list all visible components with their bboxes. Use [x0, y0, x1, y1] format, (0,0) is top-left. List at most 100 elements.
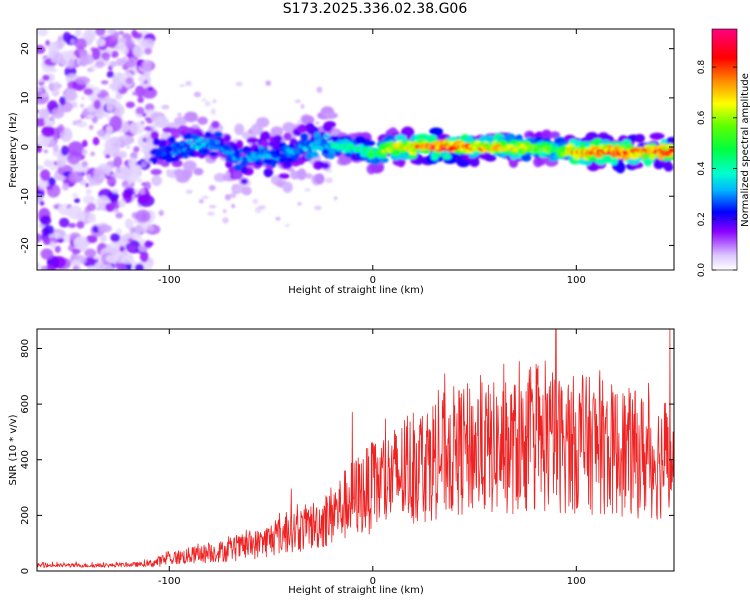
- ridge-blob: [228, 148, 234, 152]
- snr-x-label: Height of straight line (km): [288, 585, 424, 596]
- colorbar: 0.0 0.2 0.4 0.6 0.8 Normalized spectral ampl…: [697, 28, 750, 277]
- ridge-blob: [310, 153, 320, 158]
- ridge-blob: [270, 126, 284, 137]
- ridge-blob: [323, 111, 338, 120]
- noise-speckle: [88, 124, 94, 130]
- noise-speckle: [37, 165, 44, 170]
- x-tick-label: 100: [567, 275, 586, 286]
- noise-speckle: [43, 159, 52, 167]
- noise-speckle: [132, 32, 143, 39]
- noise-speckle: [83, 88, 94, 96]
- faint-speckle: [204, 101, 211, 107]
- ridge-blob: [183, 143, 190, 147]
- noise-speckle: [127, 177, 133, 185]
- noise-speckle: [56, 158, 67, 168]
- noise-speckle: [71, 193, 79, 198]
- ridge-blob: [197, 116, 208, 125]
- ridge-blob: [151, 157, 158, 165]
- noise-speckle: [52, 81, 61, 90]
- faint-speckle: [179, 84, 186, 88]
- ridge-blob: [246, 136, 259, 144]
- ridge-blob: [240, 167, 248, 174]
- snr-plot-area: [37, 329, 674, 571]
- ridge-blob: [198, 137, 205, 141]
- ridge-blob: [256, 117, 270, 128]
- colorbar-tick-label: 0.2: [697, 212, 707, 226]
- faint-speckle: [158, 209, 164, 217]
- noise-speckle: [63, 89, 77, 102]
- noise-speckle: [131, 231, 142, 240]
- noise-speckle: [40, 248, 54, 260]
- spectrogram-y-label: Frequency (Hz): [8, 112, 19, 188]
- noise-speckle: [104, 138, 122, 154]
- ridge-blob: [296, 168, 307, 181]
- faint-speckle: [316, 86, 323, 93]
- noise-speckle: [91, 47, 101, 61]
- snr-x-ticks: -100 0 100: [158, 329, 586, 587]
- ridge-blob: [211, 120, 220, 129]
- noise-speckle: [136, 178, 143, 183]
- noise-speckle: [120, 46, 129, 55]
- ridge-blob: [174, 116, 188, 126]
- y-tick-label: 800: [20, 339, 31, 358]
- noise-speckle: [108, 82, 123, 91]
- noise-speckle: [82, 195, 96, 205]
- noise-speckle: [38, 108, 50, 121]
- x-tick-label: 0: [370, 576, 376, 587]
- noise-speckle: [76, 121, 88, 128]
- ridge-blob: [283, 132, 292, 141]
- noise-speckle: [54, 232, 60, 239]
- ridge-blob: [521, 154, 532, 162]
- ridge-blob: [634, 133, 645, 143]
- ridge-blob: [214, 140, 220, 145]
- noise-speckle: [125, 59, 136, 69]
- spectrogram-x-label: Height of straight line (km): [288, 285, 424, 296]
- noise-speckle: [73, 235, 89, 253]
- noise-speckle: [135, 106, 145, 115]
- ridge-blob: [223, 134, 231, 142]
- ridge-blob: [241, 186, 252, 196]
- snr-frame: [36, 328, 675, 572]
- noise-speckle: [72, 265, 80, 270]
- noise-speckle: [45, 40, 51, 46]
- ridge-blob: [240, 178, 249, 185]
- noise-speckle: [37, 233, 42, 243]
- noise-speckle: [114, 166, 132, 180]
- ridge-blob: [296, 124, 309, 133]
- x-tick-label: 100: [567, 576, 586, 587]
- snr-panel: -100 0 100 0 200 400 600 800 Height of straigh…: [8, 328, 675, 596]
- ridge-blob: [193, 167, 204, 176]
- noise-speckle: [103, 112, 109, 118]
- noise-speckle: [138, 238, 145, 245]
- noise-speckle: [144, 47, 152, 55]
- noise-speckle: [42, 236, 50, 246]
- noise-speckle: [56, 237, 65, 243]
- noise-speckle: [92, 226, 100, 233]
- ridge-blob: [328, 140, 334, 145]
- noise-speckle: [95, 29, 106, 37]
- noise-speckle: [92, 136, 100, 146]
- ridge-blob: [150, 130, 159, 140]
- noise-speckle: [133, 188, 140, 193]
- ridge-blob: [213, 131, 223, 139]
- ridge-blob: [300, 141, 306, 147]
- spectrogram-y-ticks: -20 -10 0 10 20: [20, 42, 674, 254]
- noise-speckle: [96, 129, 106, 137]
- noise-speckle: [42, 74, 50, 81]
- ridge-blob: [278, 157, 286, 163]
- noise-speckle: [123, 187, 136, 196]
- noise-speckle: [95, 37, 106, 47]
- noise-speckle: [90, 151, 95, 157]
- ridge-blob: [160, 161, 170, 167]
- noise-speckle: [127, 238, 134, 242]
- noise-speckle: [125, 77, 134, 85]
- snr-series-line: [37, 329, 674, 568]
- noise-speckle: [89, 212, 96, 220]
- ridge-blob: [615, 161, 626, 174]
- noise-speckle: [112, 189, 119, 194]
- noise-speckle: [51, 107, 65, 119]
- ridge-blob: [257, 154, 263, 159]
- noise-speckle: [75, 76, 91, 85]
- ridge-blob: [151, 175, 163, 187]
